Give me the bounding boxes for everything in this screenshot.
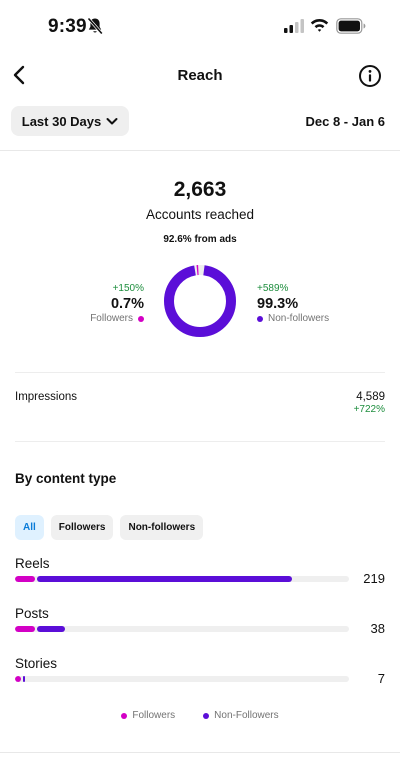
chevron-down-icon [106,117,118,124]
wifi-icon [310,19,329,32]
date-range-row: Last 30 Days Dec 8 - Jan 6 [0,106,400,138]
bell-slash-icon [87,17,103,35]
content-type-legend: Followers Non-Followers [0,710,400,721]
non-followers-bar-segment [37,576,293,582]
content-type-name: Posts [15,606,49,621]
content-type-bar-track [15,576,349,582]
nav-bar: Reach [0,56,400,96]
filter-chip-followers[interactable]: Followers [50,515,114,540]
divider [0,752,400,753]
donut-non-followers-segment [164,265,236,337]
non-followers-label: Non-followers [268,313,330,324]
legend-item-followers: Followers [121,710,175,721]
content-type-bar-track [15,676,349,682]
non-followers-split: +589% 99.3% Non-followers [257,283,329,325]
page-title: Reach [177,67,223,84]
non-followers-bar-segment [37,626,66,632]
non-followers-dot [257,316,263,322]
info-icon[interactable] [358,64,382,88]
non-followers-legend: Non-followers [257,313,329,325]
followers-bar-segment [15,576,36,582]
divider [15,372,385,373]
date-range-label: Last 30 Days [21,113,102,129]
reach-donut-chart [164,265,236,337]
divider [0,150,400,151]
accounts-reached-count: 2,663 [173,178,227,201]
followers-bar-segment [15,626,36,632]
content-type-name: Reels [15,556,50,571]
content-type-title: By content type [15,471,117,486]
content-type-value: 219 [363,571,385,586]
impressions-change: +722% [353,404,385,415]
cellular-signal-icon [284,19,304,33]
impressions-value: 4,589 [356,391,385,403]
filter-chip-all[interactable]: All [15,515,44,540]
followers-label: Followers [90,313,133,324]
status-time: 9:39 [48,16,87,37]
legend-item-non-followers: Non-Followers [203,710,279,721]
status-bar: 9:39 [0,0,400,54]
followers-bar-segment [15,676,21,682]
followers-legend: Followers [90,313,144,325]
followers-split: +150% 0.7% Followers [90,283,144,325]
non-followers-percent: 99.3% [257,296,299,312]
ads-share-note: 92.6% from ads [163,234,237,245]
content-type-value: 38 [370,621,385,636]
content-type-name: Stories [15,656,58,671]
legend-non-followers-label: Non-Followers [214,710,279,721]
followers-change: +150% [112,283,144,294]
impressions-label: Impressions [15,391,77,403]
non-followers-change: +589% [257,283,289,294]
audience-filter-chips: All Followers Non-followers [15,515,204,540]
non-followers-bar-segment [23,676,25,682]
non-followers-dot [203,712,210,719]
legend-followers-label: Followers [132,710,176,721]
back-arrow-icon[interactable] [10,64,30,86]
date-range-text: Dec 8 - Jan 6 [305,114,386,129]
divider [15,441,385,442]
battery-icon [336,18,366,34]
date-range-dropdown[interactable]: Last 30 Days [11,106,129,136]
accounts-reached-label: Accounts reached [145,207,255,222]
followers-dot [121,712,128,719]
followers-percent: 0.7% [110,296,144,312]
content-type-value: 7 [377,671,385,686]
followers-dot [138,316,144,322]
filter-chip-non-followers[interactable]: Non-followers [120,515,204,540]
content-type-bar-track [15,626,349,632]
